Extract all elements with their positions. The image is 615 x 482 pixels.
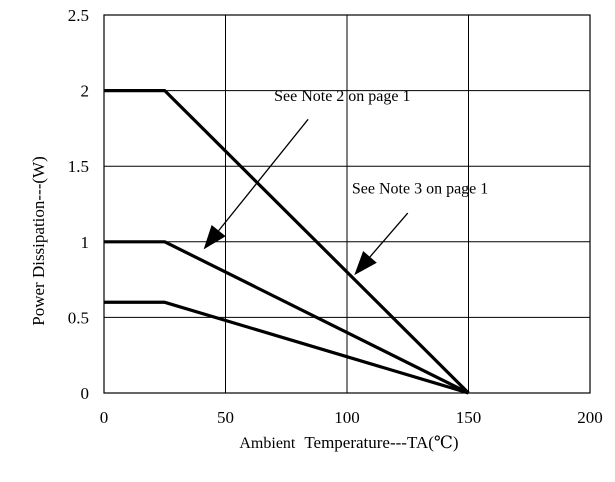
x-tick-labels: 0 50 100 150 200 xyxy=(100,408,603,427)
series-line-3 xyxy=(104,300,469,395)
plot-frame xyxy=(103,14,591,394)
annotation-text-2: See Note 3 on page 1 xyxy=(352,180,488,197)
annotation-text-1: See Note 2 on page 1 xyxy=(274,88,410,105)
series-line-1 xyxy=(104,88,470,395)
x-tick-label-4: 200 xyxy=(577,408,603,427)
y-tick-label-1: 0.5 xyxy=(68,308,89,327)
series-group xyxy=(104,88,470,395)
x-tick-label-3: 150 xyxy=(456,408,482,427)
annotations: See Note 2 on page 1 See Note 3 on page 1 xyxy=(203,88,488,276)
x-tick-label-0: 0 xyxy=(100,408,109,427)
annotation-arrow-line-1 xyxy=(218,118,309,232)
y-tick-label-3: 1.5 xyxy=(68,157,89,176)
y-axis-label: Power Dissipation---(W) xyxy=(29,156,48,326)
y-tick-label-2: 1 xyxy=(81,233,90,252)
annotation-arrow-line-2 xyxy=(369,212,409,258)
y-tick-label-4: 2 xyxy=(81,82,90,101)
x-tick-label-1: 50 xyxy=(217,408,234,427)
y-tick-labels: 0 0.5 1 1.5 2 2.5 xyxy=(68,6,89,403)
x-axis-label-part-2: Temperature---TA(℃) xyxy=(304,433,458,452)
annotation-arrowhead-2 xyxy=(354,251,377,276)
x-axis-label-part-1: Ambient xyxy=(239,435,296,452)
grid xyxy=(103,14,591,394)
x-tick-label-2: 100 xyxy=(334,408,360,427)
x-axis-label: Ambient Temperature---TA(℃) xyxy=(239,433,458,452)
series-line-2 xyxy=(104,240,470,395)
y-tick-label-0: 0 xyxy=(81,384,90,403)
y-tick-label-5: 2.5 xyxy=(68,6,89,25)
annotation-arrowhead-1 xyxy=(203,225,226,250)
